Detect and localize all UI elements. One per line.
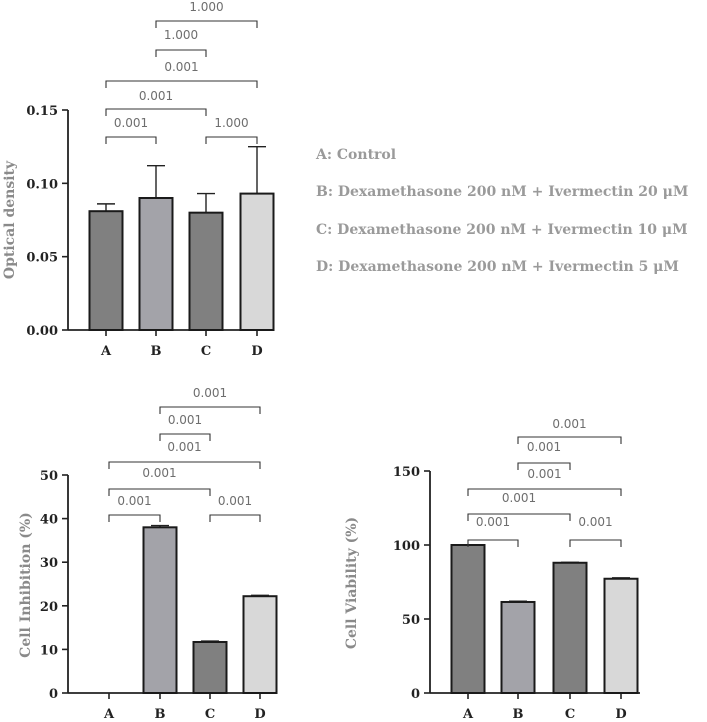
bar-a [88, 210, 124, 331]
cell-viability-chart: Cell Viability (%) 0 50 100 150 A B C D 0.001 0.00… [344, 417, 640, 722]
p-value-label: 0.001 [527, 467, 561, 481]
y-tick-label: 150 [393, 465, 420, 480]
y-tick-label: 50 [40, 469, 58, 484]
y-tick-label: 0.00 [26, 324, 58, 339]
x-tick-label: D [251, 344, 262, 359]
p-value-label: 0.001 [193, 386, 227, 400]
p-value-label: 1.000 [189, 0, 223, 14]
significance-bracket [108, 488, 211, 496]
p-value-label: 0.001 [167, 440, 201, 454]
p-value-label: 0.001 [476, 515, 510, 529]
significance-bracket [159, 433, 211, 441]
x-tick-label: D [254, 707, 265, 722]
optical-density-chart: Optical density 0.00 0.05 0.10 0.15 A B C D 0.001… [2, 0, 275, 359]
significance-bracket [155, 20, 258, 28]
bar-a [450, 544, 486, 694]
bar-d [242, 595, 278, 695]
bar-d [239, 192, 275, 331]
bar-d [603, 577, 639, 695]
bar-b [142, 526, 178, 694]
y-tick-label: 0 [411, 687, 420, 702]
significance-bracket [467, 513, 571, 521]
significance-bracket [517, 436, 622, 444]
y-tick-label: 20 [40, 600, 58, 615]
p-value-label: 0.001 [168, 413, 202, 427]
y-tick-label: 0.05 [26, 251, 58, 266]
p-value-label: 0.001 [527, 440, 561, 454]
p-value-label: 0.001 [218, 494, 252, 508]
significance-bracket [105, 136, 157, 144]
x-tick-label: D [615, 707, 626, 722]
significance-bracket [155, 49, 207, 57]
x-tick-label: A [462, 707, 474, 722]
p-value-label: 1.000 [164, 28, 198, 42]
x-tick-label: C [565, 707, 575, 722]
x-tick-label: A [103, 707, 115, 722]
y-tick-label: 100 [393, 539, 420, 554]
legend-item-c: C: Dexamethasone 200 nM + Ivermectin 10 … [316, 222, 688, 238]
significance-bracket [209, 514, 261, 522]
p-value-label: 1.000 [214, 116, 248, 130]
x-tick-label: C [201, 344, 211, 359]
x-tick-label: B [155, 707, 166, 722]
y-tick-label: 0.15 [26, 104, 58, 119]
bar-c [188, 211, 224, 332]
significance-bracket [105, 80, 258, 88]
y-tick-label: 30 [40, 556, 58, 571]
significance-bracket [105, 108, 207, 116]
y-tick-label: 0.10 [26, 177, 58, 192]
cell-inhibition-chart: Cell Inhibition (%) 0 10 20 30 40 50 A B C D 0.001 0… [18, 386, 278, 722]
x-tick-label: A [100, 344, 112, 359]
significance-bracket [108, 514, 161, 522]
x-tick-label: B [513, 707, 524, 722]
p-value-label: 0.001 [139, 89, 173, 103]
y-tick-label: 10 [40, 643, 58, 658]
significance-bracket [569, 539, 622, 547]
y-tick-label: 0 [49, 687, 58, 702]
x-tick-label: B [151, 344, 162, 359]
y-tick-label: 50 [402, 613, 420, 628]
significance-bracket [517, 462, 571, 470]
y-axis-title: Cell Inhibition (%) [18, 512, 34, 658]
p-value-label: 0.001 [114, 116, 148, 130]
p-value-label: 0.001 [578, 515, 612, 529]
bar-b [138, 197, 174, 331]
p-value-label: 0.001 [117, 494, 151, 508]
p-value-label: 0.001 [164, 60, 198, 74]
legend-item-b: B: Dexamethasone 200 nM + Ivermectin 20 … [316, 184, 688, 200]
p-value-label: 0.001 [502, 491, 536, 505]
significance-bracket [159, 406, 261, 414]
significance-bracket [467, 539, 519, 547]
legend-item-a: A: Control [315, 147, 396, 163]
bar-b [500, 600, 536, 694]
bar-c [192, 640, 228, 694]
p-value-label: 0.001 [552, 417, 586, 431]
y-axis-title: Cell Viability (%) [344, 517, 360, 649]
legend: A: Control B: Dexamethasone 200 nM + Ive… [315, 147, 688, 275]
x-tick-label: C [205, 707, 215, 722]
p-value-label: 0.001 [142, 466, 176, 480]
legend-item-d: D: Dexamethasone 200 nM + Ivermectin 5 μ… [316, 259, 679, 275]
y-axis-title: Optical density [2, 160, 18, 279]
significance-bracket [108, 461, 261, 469]
significance-bracket [205, 136, 258, 144]
bar-c [552, 561, 588, 695]
y-tick-label: 40 [40, 513, 58, 528]
significance-bracket [467, 488, 622, 496]
